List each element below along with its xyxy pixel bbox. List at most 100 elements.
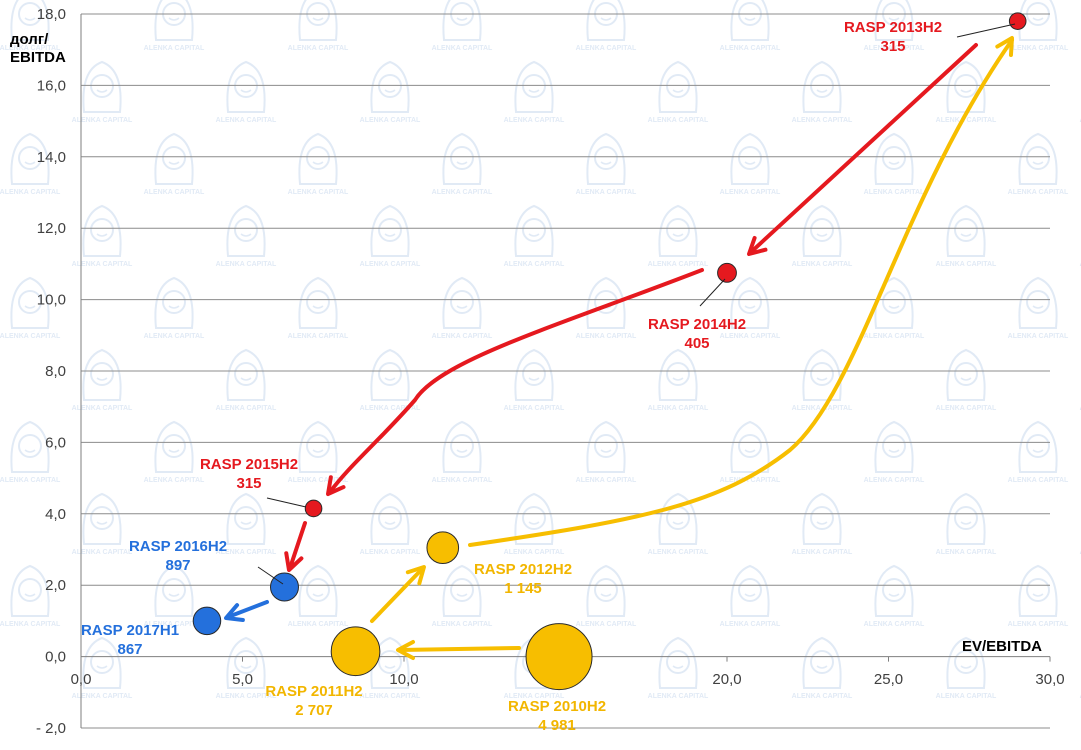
- watermark-scarf-shape: [586, 0, 626, 41]
- bubble-rasp-2013h2: [1008, 12, 1027, 30]
- bubble-rasp-2016h2: [269, 572, 299, 602]
- watermark-smile-shape: [744, 305, 756, 309]
- label-value-rasp-2013h2: 315: [880, 38, 905, 55]
- watermark-mascot-icon: ALENKA CAPITAL: [936, 636, 997, 700]
- watermark-text: ALENKA CAPITAL: [288, 477, 349, 484]
- watermark-smile-shape: [744, 593, 756, 597]
- watermark-scarf-shape: [82, 492, 122, 545]
- watermark-smile-shape: [672, 665, 684, 669]
- y-axis-title-line-1: долг/: [10, 31, 49, 48]
- watermark-face-shape: [378, 74, 402, 98]
- x-tick-label: 20,0: [712, 671, 741, 688]
- watermark-mascot-icon: ALENKA CAPITAL: [144, 564, 205, 628]
- watermark-face-shape: [234, 74, 258, 98]
- watermark-scarf-shape: [442, 420, 482, 473]
- label-value-rasp-2011h2: 2 707: [295, 702, 333, 719]
- watermark-mascot-icon: ALENKA CAPITAL: [648, 60, 709, 124]
- watermark-scarf-shape: [370, 492, 410, 545]
- watermark-mascot-icon: ALENKA CAPITAL: [576, 564, 637, 628]
- watermark-smile-shape: [1032, 593, 1044, 597]
- y-tick-label: 2,0: [45, 577, 66, 594]
- arrow-2011-2012: [370, 565, 426, 623]
- watermark-text: ALENKA CAPITAL: [432, 189, 493, 196]
- watermark-face-shape: [450, 434, 474, 458]
- watermark-scarf-shape: [226, 60, 266, 113]
- watermark-face-shape: [810, 650, 834, 674]
- watermark-mascot-icon: ALENKA CAPITAL: [288, 276, 349, 340]
- watermark-face-shape: [1026, 434, 1050, 458]
- watermark-smile-shape: [456, 17, 468, 21]
- y-tick-label: 4,0: [45, 506, 66, 523]
- watermark-scarf-shape: [442, 132, 482, 185]
- watermark-scarf-shape: [10, 0, 50, 41]
- watermark-scarf-shape: [874, 420, 914, 473]
- watermark-smile-shape: [672, 89, 684, 93]
- watermark-face-shape: [954, 506, 978, 530]
- arrow-2011-2012-head: [405, 565, 426, 586]
- watermark-text: ALENKA CAPITAL: [432, 45, 493, 52]
- watermark-mascot-icon: ALENKA CAPITAL: [576, 276, 637, 340]
- watermark-scarf-shape: [154, 0, 194, 41]
- arrow-2015-2016: [284, 521, 307, 572]
- leader-lines: [257, 23, 1016, 585]
- watermark-mascot-icon: ALENKA CAPITAL: [216, 492, 277, 556]
- watermark-smile-shape: [384, 233, 396, 237]
- watermark-face-shape: [378, 362, 402, 386]
- arrow-2010-2011-head: [396, 640, 415, 660]
- watermark-face-shape: [810, 218, 834, 242]
- arrow-2010-2011-shaft: [398, 646, 521, 652]
- watermark-text: ALENKA CAPITAL: [1008, 477, 1069, 484]
- bubble-rasp-2014h2: [717, 262, 737, 283]
- watermark-smile-shape: [240, 665, 252, 669]
- watermark-face-shape: [234, 650, 258, 674]
- watermark-mascot-icon: ALENKA CAPITAL: [216, 60, 277, 124]
- label-value-rasp-2017h1: 867: [117, 641, 142, 658]
- watermark-face-shape: [882, 290, 906, 314]
- watermark-scarf-shape: [1018, 564, 1058, 617]
- watermark-face-shape: [234, 362, 258, 386]
- watermark-smile-shape: [528, 377, 540, 381]
- watermark-scarf-shape: [370, 204, 410, 257]
- watermark-scarf-shape: [10, 420, 50, 473]
- y-tick-label: 12,0: [37, 220, 66, 237]
- arrow-2012-2013: [468, 36, 1014, 547]
- watermark-smile-shape: [384, 665, 396, 669]
- trajectory-arrows: [224, 36, 1014, 660]
- watermark-smile-shape: [312, 593, 324, 597]
- label-rasp-2017h1: RASP 2017H1: [81, 622, 179, 639]
- watermark-face-shape: [450, 146, 474, 170]
- watermark-text: ALENKA CAPITAL: [432, 621, 493, 628]
- watermark-scarf-shape: [154, 420, 194, 473]
- watermark-scarf-shape: [874, 132, 914, 185]
- watermark-text: ALENKA CAPITAL: [648, 693, 709, 700]
- watermark-text: ALENKA CAPITAL: [720, 45, 781, 52]
- watermark-scarf-shape: [442, 0, 482, 41]
- watermark-mascot-icon: ALENKA CAPITAL: [720, 420, 781, 484]
- watermark-scarf-shape: [370, 60, 410, 113]
- watermark-smile-shape: [600, 161, 612, 165]
- watermark-mascot-icon: ALENKA CAPITAL: [504, 492, 565, 556]
- watermark-smile-shape: [672, 233, 684, 237]
- watermark-smile-shape: [744, 449, 756, 453]
- watermark-face-shape: [234, 506, 258, 530]
- watermark-scarf-shape: [298, 0, 338, 41]
- watermark-face-shape: [522, 218, 546, 242]
- watermark-scarf-shape: [1018, 132, 1058, 185]
- watermark-scarf-shape: [82, 348, 122, 401]
- watermark-smile-shape: [456, 593, 468, 597]
- watermark-text: ALENKA CAPITAL: [864, 333, 925, 340]
- watermark-scarf-shape: [730, 564, 770, 617]
- watermark-mascot-icon: ALENKA CAPITAL: [1080, 261, 1081, 268]
- label-value-rasp-2016h2: 897: [165, 557, 190, 574]
- watermark-text: ALENKA CAPITAL: [864, 45, 925, 52]
- arrow-2016-2017: [224, 600, 269, 622]
- watermark-face-shape: [666, 74, 690, 98]
- watermark-face-shape: [450, 290, 474, 314]
- watermark-face-shape: [90, 74, 114, 98]
- watermark-mascot-icon: ALENKA CAPITAL: [0, 276, 61, 340]
- watermark-text: ALENKA CAPITAL: [288, 189, 349, 196]
- watermark-smile-shape: [1032, 17, 1044, 21]
- watermark-mascot-icon: ALENKA CAPITAL: [648, 348, 709, 412]
- watermark-scarf-shape: [154, 564, 194, 617]
- watermark-face-shape: [522, 362, 546, 386]
